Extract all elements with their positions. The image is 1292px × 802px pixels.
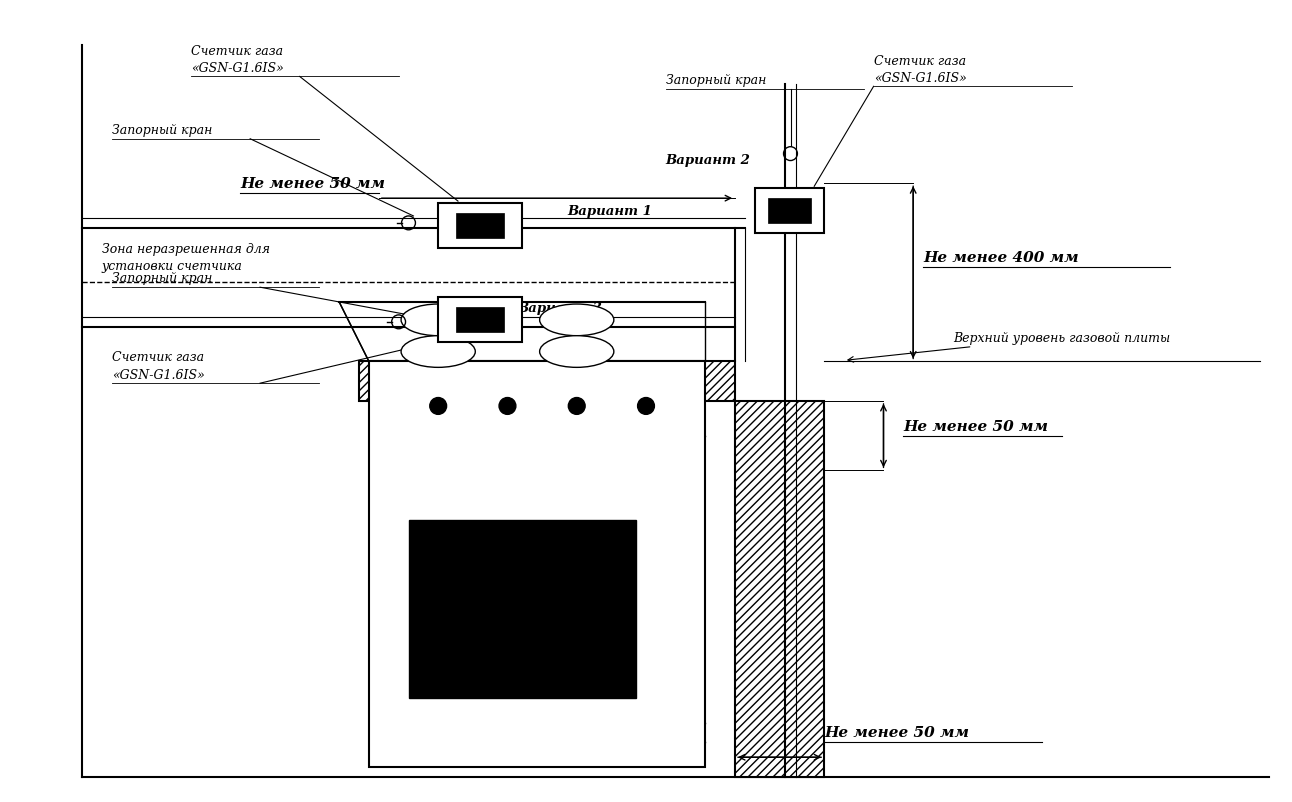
Text: Счетчик газа: Счетчик газа [191, 45, 283, 58]
Ellipse shape [540, 304, 614, 336]
Bar [755, 188, 824, 233]
Circle shape [637, 398, 655, 415]
Text: Счетчик газа: Счетчик газа [111, 351, 204, 364]
Text: Не менее 50 мм: Не менее 50 мм [903, 419, 1048, 434]
Text: Запорный кран: Запорный кран [665, 75, 766, 87]
Bar [438, 203, 522, 248]
Circle shape [568, 398, 585, 415]
Bar [359, 362, 735, 401]
Text: «GSN-G1.6IS»: «GSN-G1.6IS» [111, 369, 204, 383]
Text: «GSN-G1.6IS»: «GSN-G1.6IS» [191, 63, 283, 75]
Bar [408, 520, 636, 698]
Text: Счетчик газа: Счетчик газа [873, 55, 965, 67]
Text: Верхний уровень газовой плиты: Верхний уровень газовой плиты [952, 331, 1169, 345]
Ellipse shape [401, 304, 475, 336]
Circle shape [499, 398, 516, 415]
Text: Запорный кран: Запорный кран [111, 272, 212, 286]
Text: Не менее 50 мм: Не менее 50 мм [824, 727, 969, 740]
Bar [735, 401, 824, 777]
Text: Не менее 400 мм: Не менее 400 мм [922, 252, 1079, 265]
Circle shape [430, 398, 447, 415]
Bar [438, 297, 522, 342]
Text: установки счетчика: установки счетчика [102, 261, 243, 273]
Text: Вариант 3: Вариант 3 [517, 302, 602, 315]
Ellipse shape [401, 336, 475, 367]
Text: Не менее 50 мм: Не менее 50 мм [240, 177, 385, 191]
Bar [456, 307, 504, 332]
Bar [456, 213, 504, 237]
Bar [370, 362, 705, 768]
Text: «GSN-G1.6IS»: «GSN-G1.6IS» [873, 72, 966, 85]
Bar [767, 198, 811, 223]
Text: Вариант 1: Вариант 1 [567, 205, 651, 218]
Text: Вариант 2: Вариант 2 [665, 153, 751, 167]
Ellipse shape [540, 336, 614, 367]
Text: Зона неразрешенная для: Зона неразрешенная для [102, 242, 270, 256]
Text: Запорный кран: Запорный кран [111, 124, 212, 137]
